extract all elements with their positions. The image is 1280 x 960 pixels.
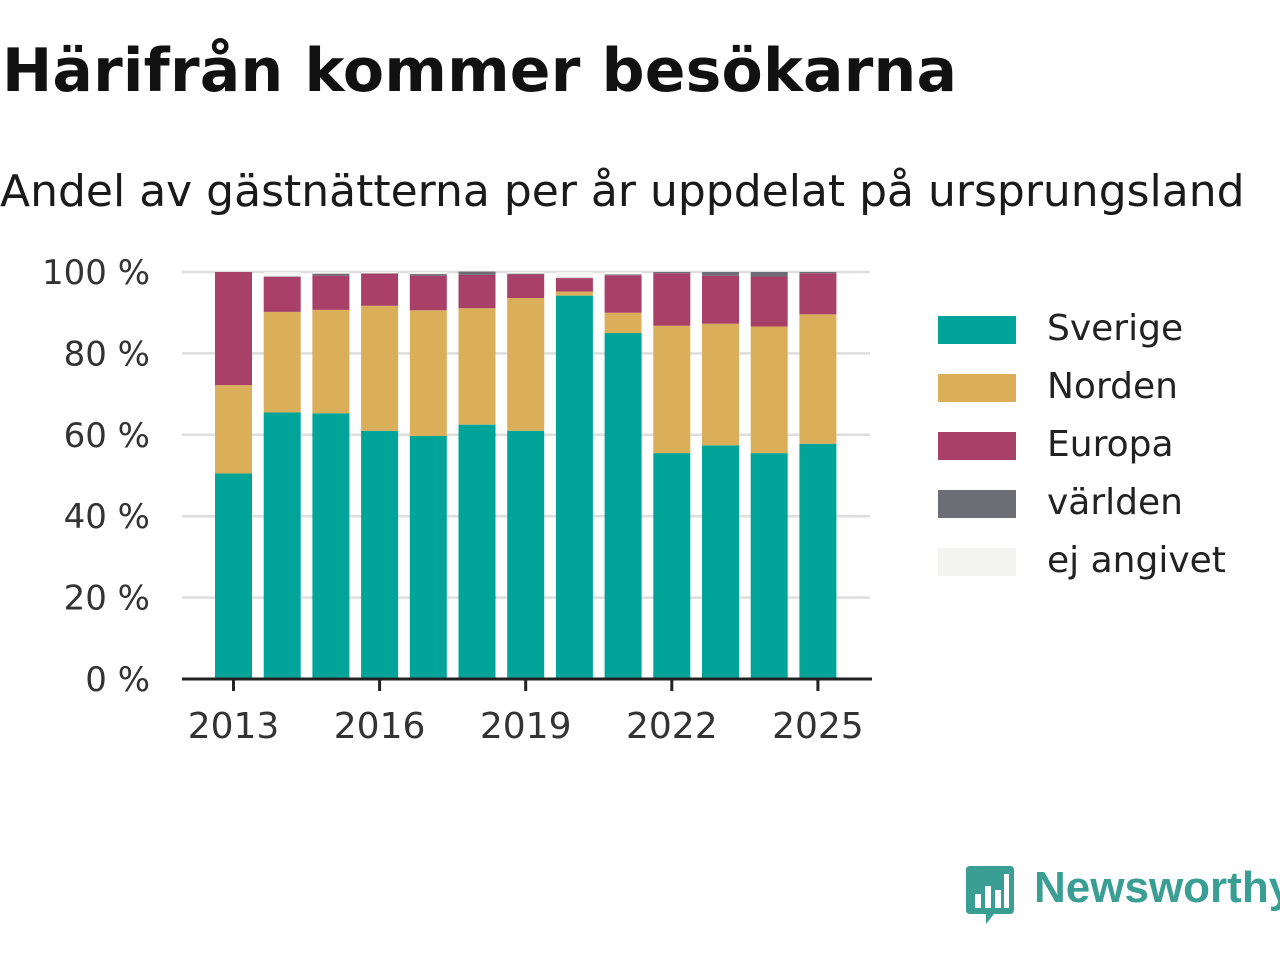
stacked-bar-chart: 0 % 20 % 40 % 60 % 80 % 100 % 2013 2016 2019 2022… xyxy=(42,253,872,747)
bar-segment-europa-2022 xyxy=(653,273,691,326)
bar-segment-ej-angivet-2015 xyxy=(312,272,350,274)
y-tick-label: 20 % xyxy=(64,579,150,619)
bar-segment-sverige-2015 xyxy=(312,413,350,679)
bar-segment-världen-2018 xyxy=(458,271,496,275)
bar-segment-norden-2024 xyxy=(750,326,788,454)
legend-swatch xyxy=(938,316,1016,344)
legend-swatch xyxy=(938,490,1016,518)
bar-segment-världen-2015 xyxy=(312,273,350,276)
bar-segment-sverige-2023 xyxy=(702,445,739,679)
bar-segment-världen-2025 xyxy=(799,272,837,274)
bar-segment-sverige-2018 xyxy=(458,424,496,680)
x-tick-label: 2022 xyxy=(626,706,718,747)
newsworthy-logo-icon xyxy=(966,866,1014,924)
bar-segment-europa-2021 xyxy=(604,275,642,313)
chart-subtitle: Andel av gästnätterna per år uppdelat på… xyxy=(0,166,1245,217)
x-tick-label: 2025 xyxy=(772,706,864,747)
bar-segment-sverige-2022 xyxy=(653,453,691,679)
bar-segment-sverige-2014 xyxy=(263,412,301,679)
bar-segment-europa-2024 xyxy=(750,276,788,327)
bar-segment-norden-2020 xyxy=(555,291,593,296)
bar-segment-sverige-2025 xyxy=(799,443,837,679)
bar-segment-europa-2016 xyxy=(361,273,399,306)
y-tick-label: 40 % xyxy=(64,497,150,537)
x-tick-label: 2013 xyxy=(188,706,280,747)
y-tick-label: 80 % xyxy=(64,334,150,374)
bar-segment-norden-2022 xyxy=(653,325,691,454)
legend-swatch xyxy=(938,432,1016,460)
bar-segment-norden-2015 xyxy=(312,309,350,414)
bar-segment-europa-2013 xyxy=(215,272,252,386)
bar-segment-världen-2019 xyxy=(507,273,545,275)
legend-swatch xyxy=(938,548,1016,576)
bar-segment-ej-angivet-2016 xyxy=(361,272,399,274)
bar-segment-norden-2016 xyxy=(361,305,399,431)
bar-segment-sverige-2019 xyxy=(507,430,545,679)
y-tick-label: 100 % xyxy=(42,253,150,293)
bar-segment-europa-2017 xyxy=(409,275,447,311)
bar-segment-sverige-2020 xyxy=(555,295,593,679)
bar-segment-världen-2024 xyxy=(750,272,788,277)
bar-segment-europa-2020 xyxy=(555,278,593,292)
bar-segment-världen-2021 xyxy=(604,274,642,276)
bar-segment-världen-2017 xyxy=(409,274,447,276)
bar-segment-världen-2022 xyxy=(653,272,691,274)
legend-label: Norden xyxy=(1047,366,1178,407)
legend-label: Sverige xyxy=(1047,308,1184,349)
bar-segment-norden-2018 xyxy=(458,308,496,425)
bar-segment-norden-2021 xyxy=(604,312,642,334)
bar-segment-sverige-2017 xyxy=(409,436,447,679)
chart-title: Härifrån kommer besökarna xyxy=(2,36,958,106)
bar-segment-norden-2019 xyxy=(507,298,545,431)
bar-segment-europa-2015 xyxy=(312,275,350,310)
legend-label: världen xyxy=(1047,482,1183,523)
legend-swatch xyxy=(938,374,1016,402)
bars xyxy=(215,271,837,680)
bar-segment-världen-2023 xyxy=(702,272,739,276)
x-tick-label: 2019 xyxy=(480,706,572,747)
bar-segment-sverige-2016 xyxy=(361,430,399,679)
brand-name: Newsworthy xyxy=(1034,863,1280,912)
y-tick-label: 0 % xyxy=(85,660,150,700)
bar-segment-ej-angivet-2017 xyxy=(409,272,447,275)
axes: 0 % 20 % 40 % 60 % 80 % 100 % 2013 2016 2019 2022… xyxy=(42,253,872,747)
bar-segment-norden-2013 xyxy=(215,385,252,474)
bar-segment-europa-2019 xyxy=(507,274,545,299)
bar-segment-norden-2025 xyxy=(799,314,837,444)
x-tick-label: 2016 xyxy=(334,706,426,747)
bar-segment-ej-angivet-2014 xyxy=(263,272,301,277)
bar-segment-norden-2023 xyxy=(702,323,739,446)
legend-label: ej angivet xyxy=(1047,540,1226,581)
bar-segment-sverige-2021 xyxy=(604,333,642,679)
bar-segment-norden-2017 xyxy=(409,310,447,437)
bar-segment-sverige-2024 xyxy=(750,453,788,679)
bar-segment-europa-2014 xyxy=(263,276,301,312)
bar-segment-europa-2023 xyxy=(702,275,739,324)
bar-segment-ej-angivet-2019 xyxy=(507,272,545,274)
bar-segment-europa-2018 xyxy=(458,274,496,309)
bar-segment-ej-angivet-2020 xyxy=(555,272,593,278)
bar-segment-norden-2014 xyxy=(263,311,301,413)
bar-segment-europa-2025 xyxy=(799,273,837,315)
y-tick-label: 60 % xyxy=(64,416,150,456)
bar-segment-sverige-2013 xyxy=(215,473,252,679)
bar-segment-ej-angivet-2021 xyxy=(604,272,642,275)
legend-label: Europa xyxy=(1047,424,1174,465)
